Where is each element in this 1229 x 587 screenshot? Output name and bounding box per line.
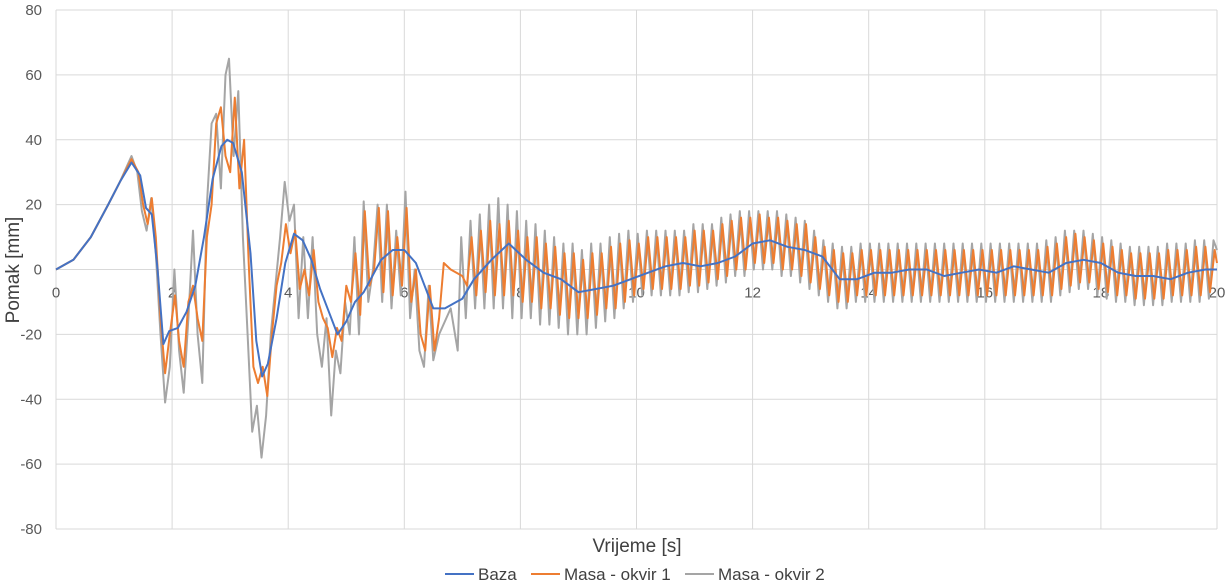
y-tick-label: -80 — [20, 521, 42, 538]
y-tick-label: 60 — [25, 67, 42, 84]
series-line-3 — [55, 57, 1218, 459]
x-tick-label: 0 — [52, 285, 60, 302]
y-tick-label: -60 — [20, 456, 42, 473]
legend-label: Masa - okvir 1 — [564, 565, 671, 584]
legend: Baza Masa - okvir 1 Masa - okvir 2 — [445, 565, 825, 584]
x-tick-label: 12 — [744, 285, 761, 302]
y-tick-label: -20 — [20, 326, 42, 343]
y-tick-label: 0 — [34, 262, 42, 279]
series-lines — [55, 57, 1218, 459]
legend-item: Masa - okvir 2 — [685, 565, 825, 584]
legend-label: Masa - okvir 2 — [718, 565, 825, 584]
x-tick-label: 6 — [400, 285, 408, 302]
legend-label: Baza — [478, 565, 517, 584]
x-tick-label: 2 — [168, 285, 176, 302]
y-tick-label: 20 — [25, 197, 42, 214]
y-tick-label: -40 — [20, 391, 42, 408]
x-axis-title: Vrijeme [s] — [592, 536, 681, 557]
legend-item: Masa - okvir 1 — [531, 565, 671, 584]
y-tick-label: 40 — [25, 132, 42, 149]
y-axis-ticks: 80 60 40 20 0 -20 -40 -60 -80 — [20, 2, 42, 538]
legend-item: Baza — [445, 565, 517, 584]
series-line-1 — [55, 138, 1217, 378]
series-line-2 — [55, 96, 1218, 397]
y-tick-label: 80 — [25, 2, 42, 19]
x-tick-label: 4 — [284, 285, 292, 302]
x-tick-label: 20 — [1209, 285, 1226, 302]
y-axis-title: Pomak [mm] — [3, 217, 24, 324]
